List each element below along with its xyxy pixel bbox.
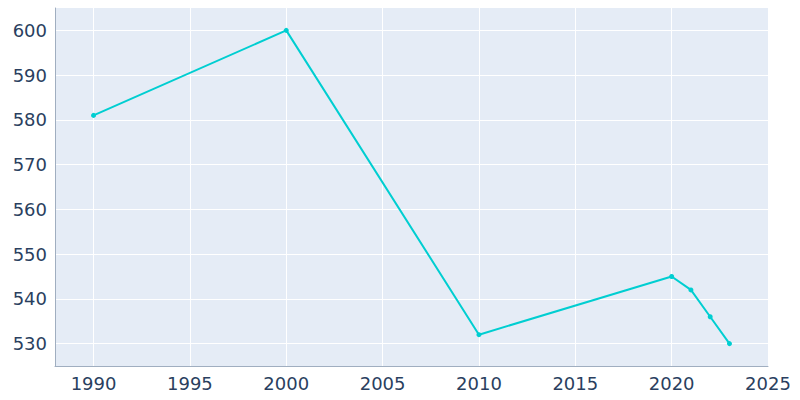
svg-text:2025: 2025 — [745, 373, 791, 394]
svg-text:2020: 2020 — [649, 373, 695, 394]
svg-text:2010: 2010 — [456, 373, 502, 394]
svg-text:2000: 2000 — [263, 373, 309, 394]
svg-text:550: 550 — [13, 244, 47, 265]
svg-text:530: 530 — [13, 333, 47, 354]
svg-text:560: 560 — [13, 199, 47, 220]
svg-text:1995: 1995 — [167, 373, 213, 394]
svg-text:570: 570 — [13, 154, 47, 175]
svg-text:600: 600 — [13, 20, 47, 41]
svg-text:2005: 2005 — [360, 373, 406, 394]
svg-text:2015: 2015 — [552, 373, 598, 394]
svg-text:1990: 1990 — [71, 373, 117, 394]
svg-text:540: 540 — [13, 288, 47, 309]
svg-text:590: 590 — [13, 65, 47, 86]
svg-text:580: 580 — [13, 109, 47, 130]
